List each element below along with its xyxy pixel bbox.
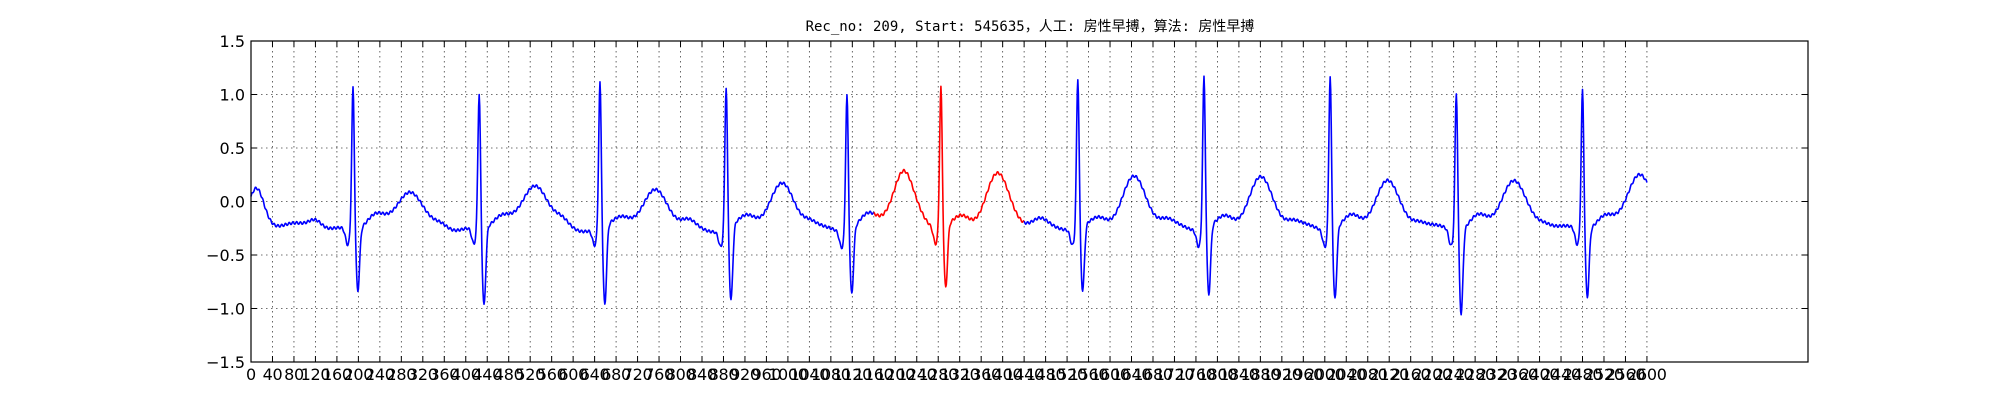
x-tick-label: 1480 xyxy=(1026,365,1066,384)
x-tick-label: 520 xyxy=(515,365,545,384)
x-tick-label: 2240 xyxy=(1434,365,1474,384)
x-tick-label: 320 xyxy=(408,365,438,384)
x-tick-label: 1760 xyxy=(1176,365,1216,384)
x-tick-label: 800 xyxy=(666,365,696,384)
x-tick-label: 1160 xyxy=(854,365,894,384)
x-tick-label: 1000 xyxy=(768,365,808,384)
x-tick-label: 600 xyxy=(558,365,588,384)
x-tick-label: 2280 xyxy=(1455,365,1495,384)
x-tick-label: 2120 xyxy=(1369,365,1409,384)
x-tick-label: 1840 xyxy=(1219,365,1259,384)
x-tick-label: 1400 xyxy=(983,365,1023,384)
x-tick-label: 920 xyxy=(730,365,760,384)
y-tick-label: −0.5 xyxy=(206,246,245,265)
x-tick-label: 2040 xyxy=(1327,365,1367,384)
x-tick-label: 280 xyxy=(387,365,417,384)
x-tick-label: 2520 xyxy=(1584,365,1624,384)
x-tick-label: 0 xyxy=(246,365,256,384)
x-tick-label: 720 xyxy=(623,365,653,384)
x-tick-label: 1200 xyxy=(876,365,916,384)
x-tick-label: 1080 xyxy=(811,365,851,384)
x-tick-label: 2400 xyxy=(1520,365,1560,384)
x-tick-label: 1600 xyxy=(1090,365,1130,384)
x-tick-label: 2480 xyxy=(1563,365,1603,384)
x-tick-label: 680 xyxy=(601,365,631,384)
x-tick-label: 1880 xyxy=(1241,365,1281,384)
x-tick-label: 1960 xyxy=(1284,365,1324,384)
x-tick-label: 160 xyxy=(322,365,352,384)
x-tick-label: 1040 xyxy=(790,365,830,384)
x-tick-label: 880 xyxy=(709,365,739,384)
x-tick-label: 2080 xyxy=(1348,365,1388,384)
x-tick-label: 240 xyxy=(365,365,395,384)
x-tick-label: 2360 xyxy=(1498,365,1538,384)
x-tick-label: 1320 xyxy=(940,365,980,384)
ecg-line-normal xyxy=(1023,75,1648,316)
y-tick-label: 1.0 xyxy=(220,86,245,105)
x-tick-label: 2000 xyxy=(1305,365,1345,384)
x-tick-label: 1680 xyxy=(1133,365,1173,384)
x-tick-label: 200 xyxy=(344,365,374,384)
ecg-series xyxy=(250,75,1648,316)
x-tick-label: 1280 xyxy=(918,365,958,384)
y-tick-label: −1.5 xyxy=(206,353,245,372)
x-tick-label: 480 xyxy=(494,365,524,384)
y-tick-label: 0.0 xyxy=(220,193,245,212)
x-tick-label: 1720 xyxy=(1155,365,1195,384)
x-tick-label: 760 xyxy=(644,365,674,384)
y-axis: −1.5 −1.0 −0.5 0.0 0.5 1.0 1.5 xyxy=(206,32,1808,372)
x-axis: 0 40 8012016020024028032036040044048052056… xyxy=(246,41,1667,384)
x-tick-label: 2600 xyxy=(1627,365,1667,384)
x-tick-label: 360 xyxy=(429,365,459,384)
x-tick-label: 1560 xyxy=(1069,365,1109,384)
y-tick-label: 1.5 xyxy=(220,32,245,51)
x-tick-label: 440 xyxy=(472,365,502,384)
x-tick-label: 80 xyxy=(284,365,304,384)
x-tick-label: 2160 xyxy=(1391,365,1431,384)
x-tick-label: 400 xyxy=(451,365,481,384)
x-tick-label: 960 xyxy=(752,365,782,384)
ecg-line-highlight xyxy=(873,85,1025,288)
x-tick-label: 2320 xyxy=(1477,365,1517,384)
x-tick-label: 2200 xyxy=(1412,365,1452,384)
y-tick-label: −1.0 xyxy=(206,300,245,319)
chart-title: Rec_no: 209, Start: 545635，人工: 房性早搏，算法: … xyxy=(806,18,1255,35)
x-tick-label: 840 xyxy=(687,365,717,384)
x-tick-label: 1360 xyxy=(961,365,1001,384)
x-tick-label: 2560 xyxy=(1606,365,1646,384)
x-tick-label: 2440 xyxy=(1541,365,1581,384)
x-tick-label: 1920 xyxy=(1262,365,1302,384)
x-tick-label: 1800 xyxy=(1198,365,1238,384)
x-tick-label: 560 xyxy=(537,365,567,384)
x-tick-label: 120 xyxy=(301,365,331,384)
x-tick-label: 1120 xyxy=(833,365,873,384)
x-tick-label: 640 xyxy=(580,365,610,384)
y-tick-label: 0.5 xyxy=(220,139,245,158)
x-tick-label: 1520 xyxy=(1047,365,1087,384)
ecg-line-normal xyxy=(250,81,875,305)
x-tick-label: 1240 xyxy=(897,365,937,384)
x-tick-label: 40 xyxy=(263,365,283,384)
x-tick-label: 1640 xyxy=(1112,365,1152,384)
x-tick-label: 1440 xyxy=(1004,365,1044,384)
